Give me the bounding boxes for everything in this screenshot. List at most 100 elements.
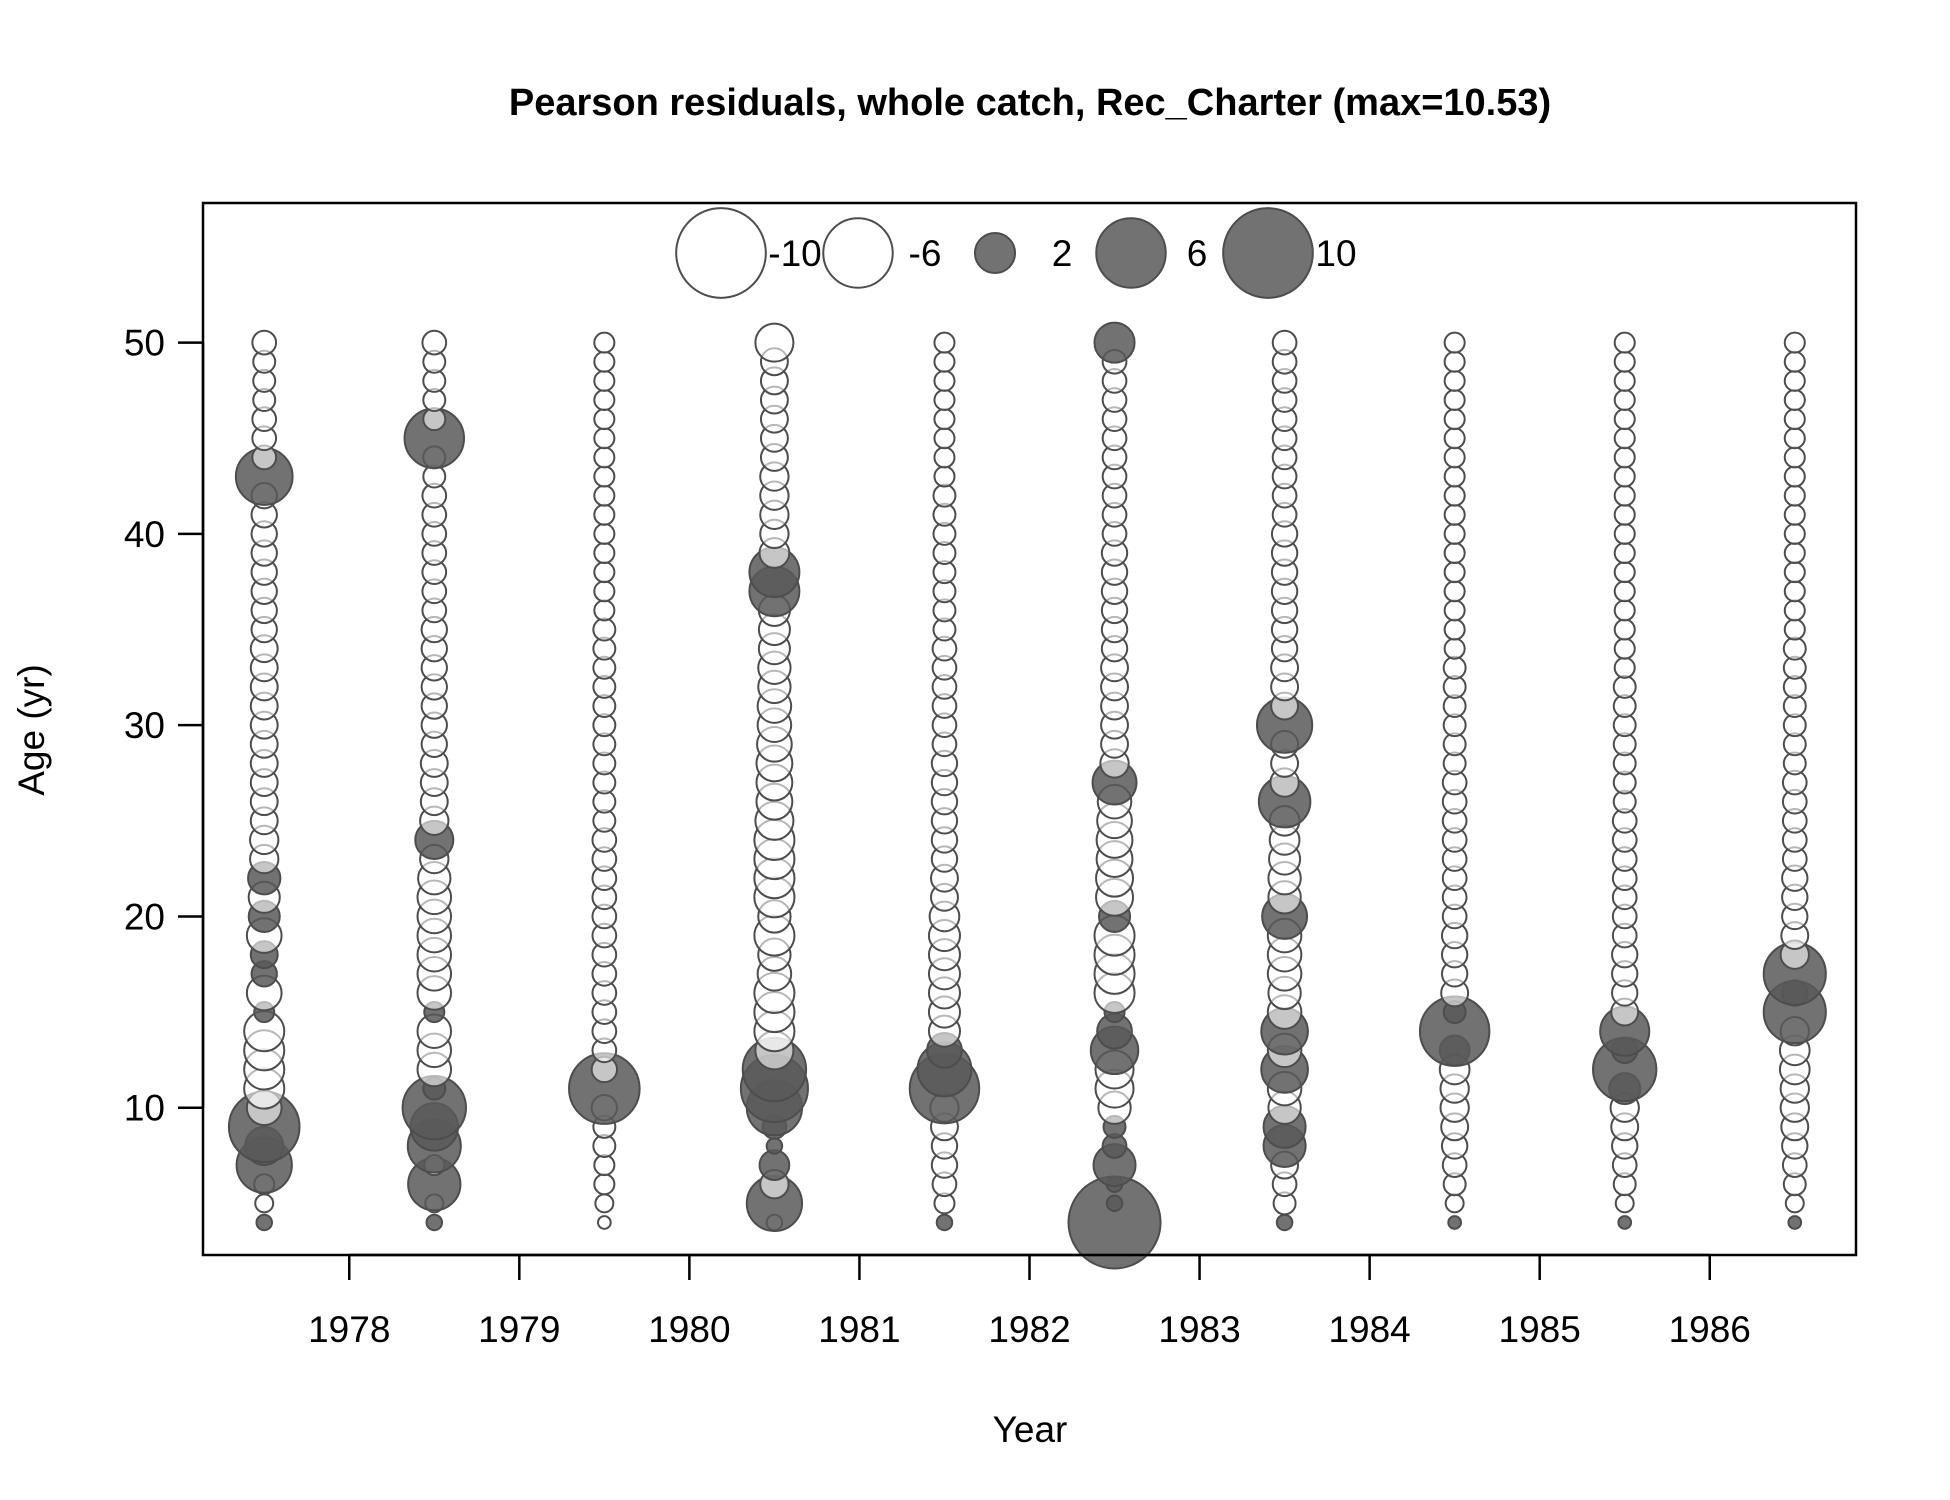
residual-bubble [1443,408,1466,431]
residual-bubble [1783,599,1806,622]
bubble-layer [227,321,1827,1270]
residual-bubble [1783,446,1806,469]
x-tick-label: 1980 [648,1309,730,1350]
residual-bubble [754,322,795,363]
residual-bubble [1275,1213,1294,1232]
residual-bubble [1443,388,1466,412]
residual-bubble [1783,427,1806,450]
residual-bubble [1443,637,1466,660]
residual-bubble [933,331,956,354]
residual-bubble [1783,388,1806,412]
residual-bubble [1443,561,1466,584]
residual-bubble [1443,484,1466,507]
legend-bubble [1222,207,1314,299]
residual-bubble [425,1213,444,1232]
residual-bubble [1443,618,1466,641]
residual-bubble [933,350,956,373]
residual-bubble [1783,484,1806,507]
residual-bubble [593,599,616,622]
x-tick-label: 1978 [308,1309,390,1350]
x-tick-label: 1986 [1669,1309,1751,1350]
residual-bubble [1443,331,1466,354]
residual-bubble [597,1215,612,1230]
y-axis: 10 20 30 40 50 [124,323,205,1129]
residual-bubble [1613,484,1636,507]
legend-bubble [973,231,1017,275]
residual-bubble [1783,503,1806,526]
x-tick-label: 1983 [1158,1309,1240,1350]
y-tick-label: 30 [124,705,165,746]
residual-bubble [1443,427,1466,450]
residual-bubble [1783,465,1806,488]
residual-bubble [1613,599,1636,622]
legend: -10 -6 2 6 10 [675,207,1357,299]
residual-bubble [1443,542,1466,565]
residual-bubble [1617,1215,1633,1230]
residual-bubble [1613,465,1636,488]
residual-bubble [933,465,956,488]
residual-bubble [1613,388,1636,412]
residual-bubble [593,369,616,392]
residual-bubble [1612,674,1637,699]
residual-bubble [1105,1194,1124,1213]
residual-bubble [1613,331,1636,354]
residual-bubble [1613,522,1636,545]
residual-bubble [251,329,278,356]
residual-bubble [1444,1193,1465,1214]
residual-bubble [593,580,616,603]
residual-bubble [1443,350,1466,373]
legend-bubble [675,207,767,299]
residual-bubble [421,329,448,356]
residual-bubble [1443,465,1466,488]
residual-bubble [1443,522,1466,545]
legend-label: 6 [1187,233,1208,274]
legend-bubble [1095,217,1167,289]
residual-bubble [1443,446,1466,469]
residual-bubble [1443,599,1466,622]
x-tick-label: 1981 [818,1309,900,1350]
y-tick-label: 50 [124,323,165,364]
residual-bubble [765,1137,784,1155]
legend-label: -6 [909,233,942,274]
residual-bubble [1613,542,1636,565]
residual-bubble [1613,637,1636,660]
residual-bubble [1613,561,1636,584]
residual-bubble [593,465,616,488]
residual-bubble [593,1154,616,1177]
residual-bubble [1783,369,1806,392]
y-tick-label: 10 [124,1088,165,1129]
residual-bubble [1783,561,1806,584]
residual-bubble [932,483,957,508]
residual-bubble [1614,1193,1635,1214]
residual-bubble [1613,446,1636,469]
residual-bubble [935,1213,954,1232]
residual-bubble [593,408,616,431]
residual-bubble [593,388,616,412]
residual-bubble [1782,636,1807,661]
residual-bubble [1783,580,1806,603]
residual-bubble [1271,329,1298,356]
residual-bubble [1613,580,1636,603]
residual-bubble [1783,522,1806,545]
residual-bubble [593,542,616,565]
residual-bubble [1613,408,1636,431]
legend-bubble [822,217,894,289]
residual-bubble [1442,655,1467,680]
residual-bubble [1613,656,1636,679]
residual-bubble [1783,408,1806,431]
residual-bubble [1613,427,1636,450]
residual-bubble [1783,350,1806,373]
residual-bubble [933,446,956,469]
residual-bubble [1613,503,1636,526]
residual-bubble [933,369,956,392]
y-axis-label: Age (yr) [11,664,52,796]
residual-bubble [254,1193,275,1214]
residual-bubble [1613,618,1636,641]
residual-bubble [1783,618,1806,641]
residual-bubble [1783,331,1806,354]
residual-bubble [1783,542,1806,565]
residual-bubble [593,484,616,507]
residual-bubble [1093,321,1136,364]
x-tick-label: 1982 [988,1309,1070,1350]
